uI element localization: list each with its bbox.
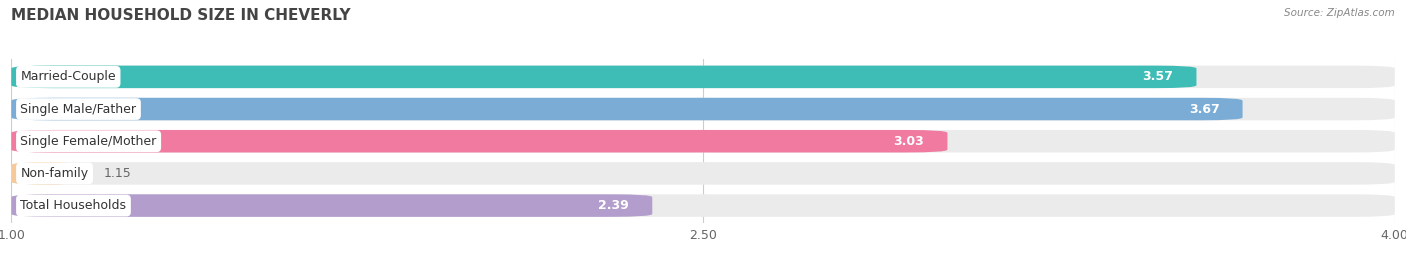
Text: Single Female/Mother: Single Female/Mother — [21, 135, 156, 148]
FancyBboxPatch shape — [11, 98, 1395, 120]
FancyBboxPatch shape — [11, 66, 1395, 88]
FancyBboxPatch shape — [11, 130, 1395, 153]
Text: MEDIAN HOUSEHOLD SIZE IN CHEVERLY: MEDIAN HOUSEHOLD SIZE IN CHEVERLY — [11, 8, 352, 23]
Text: Source: ZipAtlas.com: Source: ZipAtlas.com — [1284, 8, 1395, 18]
FancyBboxPatch shape — [11, 194, 1395, 217]
FancyBboxPatch shape — [11, 66, 1197, 88]
FancyBboxPatch shape — [11, 98, 1243, 120]
Text: Married-Couple: Married-Couple — [21, 70, 117, 83]
Text: Single Male/Father: Single Male/Father — [21, 102, 136, 116]
Text: 3.03: 3.03 — [894, 135, 924, 148]
FancyBboxPatch shape — [11, 194, 652, 217]
FancyBboxPatch shape — [11, 162, 1395, 185]
Text: Non-family: Non-family — [21, 167, 89, 180]
Text: 1.15: 1.15 — [104, 167, 131, 180]
Text: 3.67: 3.67 — [1188, 102, 1219, 116]
Text: Total Households: Total Households — [21, 199, 127, 212]
Text: 3.57: 3.57 — [1143, 70, 1174, 83]
Text: 2.39: 2.39 — [599, 199, 630, 212]
FancyBboxPatch shape — [11, 162, 80, 185]
FancyBboxPatch shape — [11, 130, 948, 153]
